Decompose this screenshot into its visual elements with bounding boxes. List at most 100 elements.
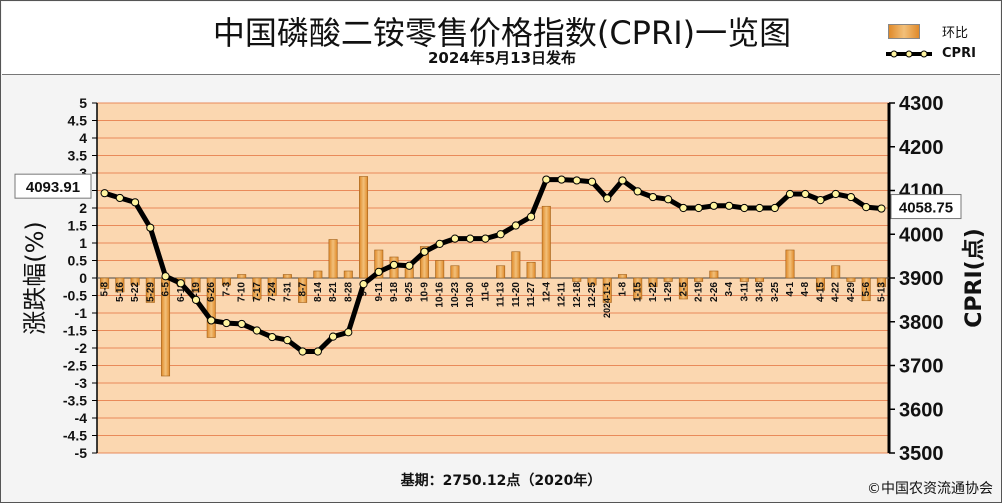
bar-change (861, 277, 871, 302)
cpri-marker (100, 189, 109, 198)
right-tick-label: 4000 (899, 224, 944, 246)
cpri-marker (572, 176, 581, 185)
legend-item-bar: 环比 (882, 20, 992, 41)
bar-change (602, 277, 612, 303)
cpri-marker (344, 328, 353, 337)
cpri-marker (740, 203, 749, 213)
cpri-marker (709, 201, 718, 210)
cpri-marker (679, 203, 688, 213)
category-label: 3-4 (724, 282, 735, 297)
category-label: 12-18 (572, 282, 583, 308)
cpri-marker (633, 187, 642, 196)
bar-change (755, 277, 765, 282)
bar-change (343, 270, 353, 279)
bar-change (267, 277, 277, 296)
left-tick-label: 3.5 (68, 148, 88, 164)
left-tick-label: 4.5 (68, 113, 88, 129)
cpri-marker (191, 295, 201, 304)
left-tick-label: 0 (79, 270, 87, 286)
category-label: 7-31 (282, 282, 293, 302)
category-label: 5-13 (876, 282, 887, 302)
bar-change (237, 274, 247, 279)
right-tick-label: 4300 (899, 93, 944, 115)
cpri-marker (450, 234, 460, 243)
category-label: 6-12 (176, 282, 187, 302)
cpri-marker (313, 347, 322, 356)
bar-change (831, 265, 841, 279)
category-label: 1-8 (617, 282, 628, 297)
bar-change (511, 251, 521, 279)
category-label: 11-6 (480, 282, 491, 302)
category-label: 5-22 (130, 282, 141, 302)
legend-line-swatch (886, 50, 932, 58)
cpri-marker (481, 234, 490, 243)
cpri-marker (877, 204, 886, 213)
category-label: 4-8 (800, 282, 811, 297)
category-label: 9-11 (374, 282, 385, 302)
cpri-marker (542, 175, 551, 184)
left-tick-label: 3 (79, 165, 87, 181)
cpri-marker (511, 221, 520, 230)
category-label: 4-22 (831, 282, 842, 302)
cpri-marker (374, 267, 383, 276)
category-label: 10-30 (465, 282, 476, 308)
cpri-marker (648, 192, 658, 202)
bar-change (252, 277, 262, 300)
legend-bar-label: 环比 (942, 26, 969, 41)
bar-change (709, 270, 719, 279)
category-label: 11-27 (526, 282, 537, 307)
category-label: 1-29 (663, 282, 674, 302)
right-tick-label: 3500 (899, 443, 944, 465)
cpri-marker (405, 261, 414, 270)
cpri-marker (237, 319, 246, 329)
category-label: 8-21 (328, 282, 339, 302)
cpri-marker (496, 230, 505, 239)
bar-change (617, 274, 627, 279)
category-label: 2-19 (694, 282, 705, 302)
cpri-marker (115, 193, 124, 203)
cpri-marker (130, 198, 140, 207)
category-label: 7-3 (221, 282, 232, 297)
bar-change (419, 246, 429, 279)
bar-change (100, 277, 110, 289)
left-tick-label: 1.5 (68, 218, 88, 234)
category-label: 9-25 (404, 282, 415, 302)
category-label: 2-26 (709, 282, 720, 302)
category-label: 12-11 (557, 282, 568, 307)
cpri-marker (466, 234, 475, 243)
bar-change (648, 277, 658, 288)
cpri-marker (724, 201, 734, 210)
cpri-marker (664, 195, 673, 204)
bar-change (282, 274, 292, 279)
bar-change (663, 277, 673, 282)
cpri-marker (846, 192, 856, 202)
category-label: 4-1 (785, 282, 796, 297)
left-tick-label: -4 (75, 410, 88, 426)
cpri-marker (785, 189, 795, 199)
bar-change (694, 277, 704, 282)
bar-change (526, 261, 536, 279)
left-tick-label: -0.5 (63, 288, 87, 304)
category-label: 7-10 (237, 282, 248, 302)
bar-change (846, 277, 856, 282)
right-tick-label: 3800 (899, 312, 944, 334)
left-axis-title: 涨跌幅(%) (21, 221, 49, 335)
right-axis-title: CPRI(点) (961, 228, 987, 328)
chart-title: 中国磷酸二铵零售价格指数(CPRI)一览图 (212, 14, 792, 52)
bar-change (191, 277, 201, 293)
chart-legend: 环比 CPRI (882, 18, 992, 68)
bar-change (145, 277, 155, 303)
bar-change (206, 277, 216, 338)
first-value-label: 4093.91 (26, 179, 80, 196)
cpri-marker (359, 280, 368, 289)
cpri-marker (252, 326, 262, 335)
last-value-label: 4058.75 (899, 200, 953, 217)
cpri-marker (268, 332, 277, 342)
cpri-marker (389, 260, 399, 269)
category-label: 3-11 (739, 282, 750, 302)
cpri-marker (328, 332, 338, 341)
category-label: 3-18 (755, 282, 766, 302)
right-tick-label: 3900 (899, 268, 944, 290)
last-value-box (890, 194, 962, 220)
